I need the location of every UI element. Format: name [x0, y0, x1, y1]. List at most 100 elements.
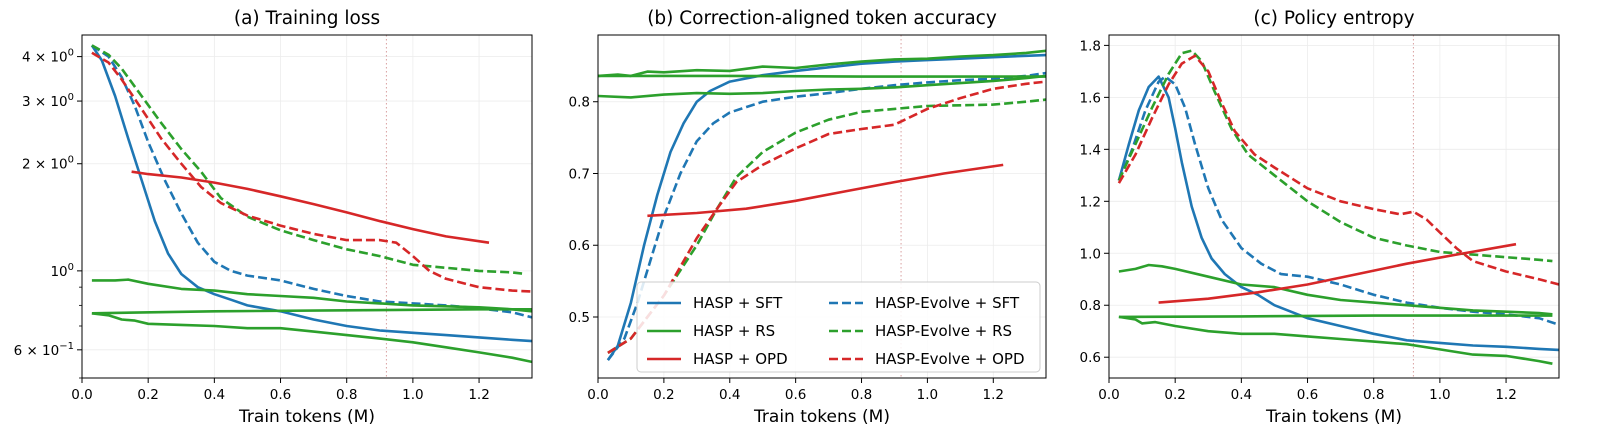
series-line-hasp-evolve-opd — [607, 80, 1046, 355]
legend-label: HASP-Evolve + OPD — [875, 350, 1025, 368]
series-line-hasp-rs — [1118, 315, 1553, 365]
x-tick-label: 0.4 — [1231, 387, 1252, 403]
x-tick-label: 0.0 — [71, 387, 92, 403]
y-tick-label: 0.5 — [569, 310, 590, 326]
x-tick-label: 0.4 — [719, 387, 740, 403]
x-tick-label: 0.0 — [587, 387, 608, 403]
series-line-hasp-sft — [606, 53, 1046, 361]
x-tick-label: 0.6 — [785, 387, 806, 403]
y-tick-label: 4 × 100 — [22, 48, 74, 66]
panel-title: (b) Correction-aligned token accuracy — [647, 8, 997, 29]
panel-title: (c) Policy entropy — [1253, 8, 1414, 29]
y-tick-label: 0.8 — [1080, 298, 1101, 314]
series-line-hasp-rs — [598, 74, 1046, 78]
series-line-hasp-rs — [91, 312, 532, 364]
series-line-hasp-evolve-rs — [1117, 49, 1553, 263]
series-line-hasp-opd — [1158, 242, 1517, 304]
legend-label: HASP + SFT — [693, 294, 783, 312]
x-tick-label: 1.2 — [468, 387, 489, 403]
x-tick-label: 1.0 — [1429, 387, 1450, 403]
series-line-hasp-evolve-sft — [91, 44, 532, 319]
y-tick-label-base: 1.4 — [1080, 142, 1101, 158]
y-tick-label-base: 0.8 — [1080, 298, 1101, 314]
legend-box — [636, 281, 1041, 373]
y-tick-label-base: 1.2 — [1080, 194, 1101, 210]
y-tick-label-base: 1.8 — [1080, 38, 1101, 54]
chart-panel-1: 0.0 0.2 0.4 0.6 0.8 1.0 1.2 0.5 0.6 0.7 0.8 (b) Cor… — [569, 8, 1047, 427]
y-tick-label: 1.8 — [1080, 38, 1101, 54]
y-tick-label-exponent: 0 — [68, 92, 74, 103]
y-tick-label-base: 1.6 — [1080, 90, 1101, 106]
y-tick-label: 0.6 — [1080, 350, 1101, 366]
x-tick-label: 0.4 — [204, 387, 225, 403]
y-tick-label-base: 1.0 — [1080, 246, 1101, 262]
plot-frame — [1108, 34, 1560, 379]
x-tick-label: 1.2 — [983, 387, 1004, 403]
series-line-hasp-rs — [91, 308, 532, 315]
y-tick-label-base: 0.6 — [569, 238, 590, 254]
series-line-hasp-evolve-rs — [91, 44, 526, 276]
x-tick-label: 0.6 — [1297, 387, 1318, 403]
y-tick-label-base: 3 × 10 — [22, 94, 68, 110]
y-tick-label-base: 0.6 — [1080, 350, 1101, 366]
series-line-hasp-evolve-sft — [606, 71, 1046, 361]
plot-frame — [597, 34, 1047, 379]
series-line-hasp-evolve-rs — [607, 98, 1046, 355]
y-tick-label: 1.2 — [1080, 194, 1101, 210]
x-tick-label: 0.8 — [336, 387, 357, 403]
series-line-hasp-evolve-opd — [1117, 54, 1559, 286]
x-axis-label: Train tokens (M) — [753, 407, 890, 427]
series-line-hasp-sft — [90, 44, 532, 343]
legend-label: HASP-Evolve + RS — [875, 322, 1012, 340]
y-tick-label-exponent: 0 — [68, 262, 74, 273]
y-tick-label-exponent: −1 — [59, 341, 74, 352]
y-tick-label: 1.4 — [1080, 142, 1101, 158]
legend-label: HASP-Evolve + SFT — [875, 294, 1020, 312]
x-tick-label: 0.2 — [1164, 387, 1185, 403]
plot-frame — [81, 34, 533, 379]
x-tick-label: 1.2 — [1495, 387, 1516, 403]
legend-label: HASP + OPD — [693, 350, 788, 368]
y-tick-label-base: 0.7 — [569, 166, 590, 182]
legend-label: HASP + RS — [693, 322, 775, 340]
y-tick-label-base: 6 × 10 — [14, 343, 60, 359]
x-tick-label: 0.0 — [1098, 387, 1119, 403]
series-line-hasp-sft — [1117, 75, 1559, 352]
y-tick-label: 2 × 100 — [22, 155, 74, 173]
y-tick-label: 1.0 — [1080, 246, 1101, 262]
x-tick-label: 0.2 — [653, 387, 674, 403]
y-tick-label: 100 — [50, 262, 74, 280]
y-tick-label: 6 × 10−1 — [14, 341, 74, 359]
legend: HASP + SFT HASP + RS HASP + OPD HASP-Evolve… — [636, 281, 1041, 373]
y-tick-label-base: 0.8 — [569, 95, 590, 111]
panel-title: (a) Training loss — [234, 8, 380, 29]
x-tick-label: 1.0 — [402, 387, 423, 403]
y-tick-label-base: 2 × 10 — [22, 157, 68, 173]
y-tick-label: 0.7 — [569, 166, 590, 182]
x-tick-label: 0.8 — [1363, 387, 1384, 403]
series-line-hasp-rs — [598, 49, 1046, 78]
y-tick-label: 1.6 — [1080, 90, 1101, 106]
series-line-hasp-rs — [1118, 263, 1553, 316]
y-tick-label-exponent: 0 — [68, 48, 74, 59]
y-tick-label-base: 10 — [50, 264, 67, 280]
x-tick-label: 0.8 — [851, 387, 872, 403]
y-tick-label-base: 0.5 — [569, 310, 590, 326]
series-line-hasp-opd — [647, 163, 1004, 218]
series-line-hasp-rs — [598, 74, 1046, 99]
x-tick-label: 0.6 — [270, 387, 291, 403]
y-tick-label: 0.8 — [569, 95, 590, 111]
x-axis-label: Train tokens (M) — [1265, 407, 1402, 427]
series-line-hasp-evolve-sft — [1117, 75, 1559, 326]
x-tick-label: 0.2 — [137, 387, 158, 403]
series-line-hasp-evolve-opd — [91, 51, 532, 293]
x-tick-label: 1.0 — [917, 387, 938, 403]
x-axis-label: Train tokens (M) — [238, 407, 375, 427]
series-line-hasp-rs — [91, 278, 532, 313]
chart-panel-2: 0.0 0.2 0.4 0.6 0.8 1.0 1.2 0.6 0.8 1.0 1.2 1.4 1.6 1… — [1080, 8, 1560, 427]
y-tick-label: 3 × 100 — [22, 92, 74, 110]
y-tick-label: 0.6 — [569, 238, 590, 254]
y-tick-label-base: 4 × 10 — [22, 50, 68, 66]
